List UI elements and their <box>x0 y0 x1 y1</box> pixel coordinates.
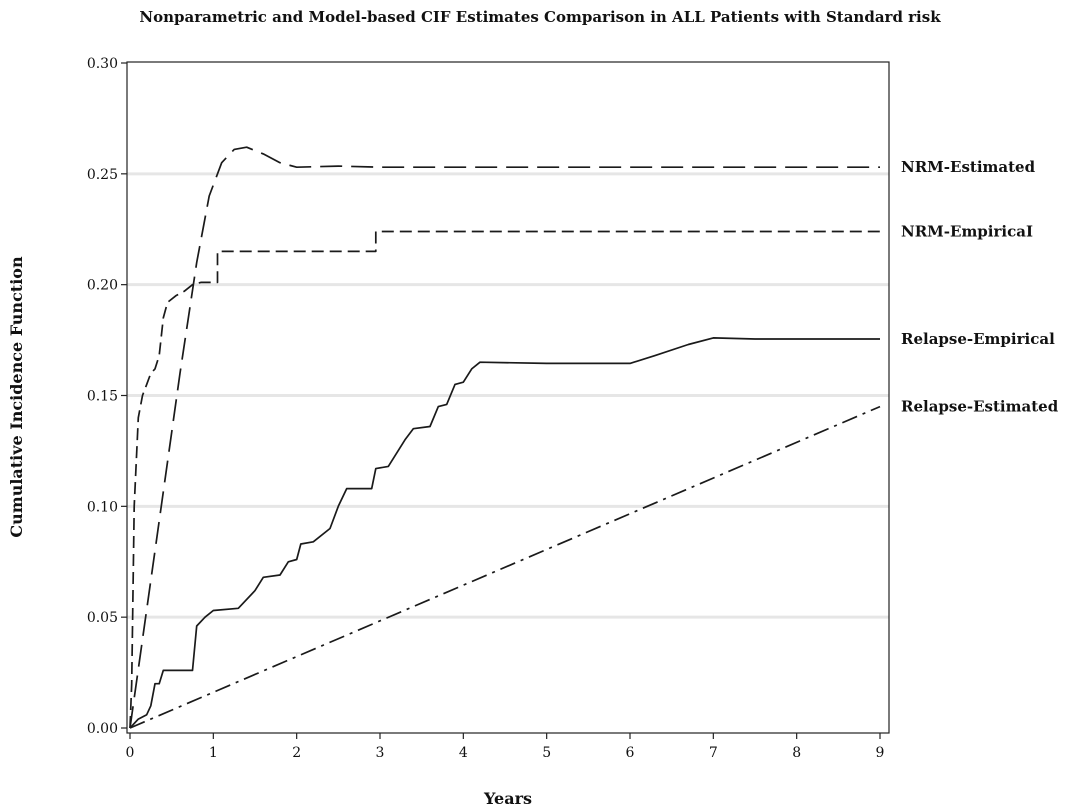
x-tick-label: 9 <box>876 745 885 761</box>
y-tick-label: 0.15 <box>87 389 118 405</box>
y-tick-label: 0.05 <box>87 610 118 626</box>
x-tick-label: 2 <box>292 745 301 761</box>
x-tick-label: 7 <box>709 745 718 761</box>
y-tick-label: 0.30 <box>87 56 118 72</box>
series-line-nrm-empiricai <box>129 230 880 729</box>
series-line-relapse-empirical <box>129 337 880 729</box>
series-line-relapse-estimated <box>129 405 881 729</box>
x-tick-label: 3 <box>376 745 385 761</box>
series-labels: NRM-Estimated NRM-EmpiricaI Relapse-Empiri… <box>901 158 1059 415</box>
y-tick-label: 0.25 <box>87 167 118 183</box>
series-label-relapse-estimated: Relapse-Estimated <box>901 398 1059 416</box>
y-axis: 0.00 0.05 0.10 0.15 0.20 0.25 0.30 <box>87 56 127 737</box>
x-tick-label: 4 <box>459 745 468 761</box>
x-tick-label: 0 <box>126 745 135 761</box>
y-tick-label: 0.20 <box>87 278 118 294</box>
y-tick-label: 0.10 <box>87 499 118 515</box>
y-tick-label: 0.00 <box>87 721 118 737</box>
x-axis: 0 1 2 3 4 5 6 7 8 9 <box>126 733 885 761</box>
series-label-relapse-empirical: Relapse-Empirical <box>901 330 1055 348</box>
grid-lines <box>127 172 889 619</box>
series-lines <box>129 146 881 729</box>
x-tick-label: 8 <box>792 745 801 761</box>
x-tick-label: 5 <box>542 745 551 761</box>
series-line-nrm-estimated <box>129 146 880 729</box>
plot-area-frame <box>126 61 890 734</box>
y-axis-title: Cumulative Incidence Function <box>7 256 26 538</box>
series-label-nrm-empiricai: NRM-EmpiricaI <box>901 222 1033 240</box>
series-label-nrm-estimated: NRM-Estimated <box>901 158 1036 176</box>
x-axis-title: Years <box>483 789 532 808</box>
x-tick-label: 1 <box>209 745 218 761</box>
x-tick-label: 6 <box>626 745 635 761</box>
chart-title: Nonparametric and Model-based CIF Estima… <box>139 8 941 26</box>
